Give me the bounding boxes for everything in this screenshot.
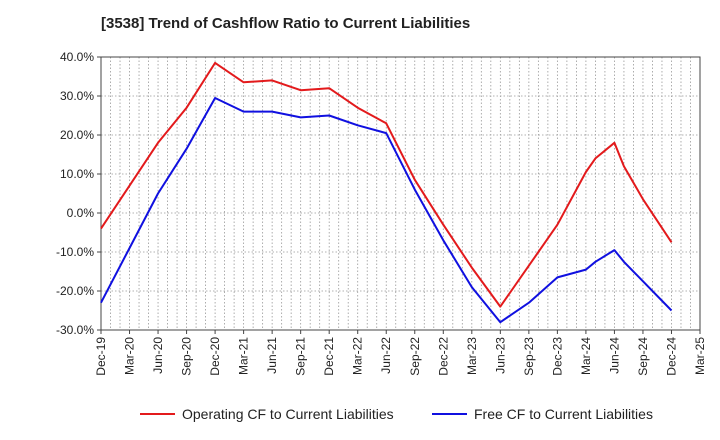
legend-label-operating-cf: Operating CF to Current Liabilities (182, 406, 394, 422)
x-tick-label: Sep-22 (408, 337, 422, 376)
y-tick-label: -20.0% (56, 284, 94, 298)
x-tick-label: Mar-22 (351, 337, 365, 375)
legend-item-operating-cf: Operating CF to Current Liabilities (140, 406, 394, 422)
x-tick-label: Jun-21 (265, 337, 279, 374)
series-line-operating-cf (100, 61, 673, 308)
x-tick-label: Dec-23 (550, 337, 564, 376)
x-tick-label: Sep-23 (522, 337, 536, 376)
x-axis: Dec-19 Mar-20 Jun-20 Sep-20 Dec-20 Mar-21 Jun-… (94, 330, 707, 376)
legend: Operating CF to Current Liabilities Free… (140, 406, 653, 422)
y-tick-label: -30.0% (56, 323, 94, 337)
chart-title: [3538] Trend of Cashflow Ratio to Curren… (101, 15, 470, 32)
legend-item-free-cf: Free CF to Current Liabilities (432, 406, 653, 422)
y-tick-label: 40.0% (60, 50, 94, 64)
series-line-free-cf (100, 97, 673, 324)
plot-area-frame (100, 56, 701, 331)
y-axis: 40.0% 30.0% 20.0% 10.0% 0.0% -10.0% -20.0% -30.… (56, 50, 101, 337)
x-tick-label: Dec-24 (664, 337, 678, 376)
x-tick-label: Jun-20 (151, 337, 165, 374)
x-tick-label: Jun-24 (607, 337, 621, 374)
x-tick-label: Dec-20 (208, 337, 222, 376)
x-tick-label: Sep-21 (294, 337, 308, 376)
y-tick-label: 0.0% (67, 206, 95, 220)
series-group (100, 61, 673, 324)
x-tick-label: Mar-24 (579, 337, 593, 375)
x-tick-label: Mar-21 (237, 337, 251, 375)
y-tick-label: 30.0% (60, 89, 94, 103)
x-tick-label: Dec-19 (94, 337, 108, 376)
legend-label-free-cf: Free CF to Current Liabilities (474, 406, 653, 422)
x-tick-label: Dec-22 (436, 337, 450, 376)
y-tick-label: 10.0% (60, 167, 94, 181)
y-tick-label: -10.0% (56, 245, 94, 259)
x-tick-label: Sep-20 (180, 337, 194, 376)
x-tick-label: Jun-22 (379, 337, 393, 374)
x-tick-label: Mar-20 (123, 337, 137, 375)
x-tick-label: Mar-25 (693, 337, 707, 375)
y-tick-label: 20.0% (60, 128, 94, 142)
grid (101, 57, 700, 330)
x-tick-label: Mar-23 (465, 337, 479, 375)
x-tick-label: Sep-24 (636, 337, 650, 376)
x-tick-label: Jun-23 (493, 337, 507, 374)
x-tick-label: Dec-21 (322, 337, 336, 376)
